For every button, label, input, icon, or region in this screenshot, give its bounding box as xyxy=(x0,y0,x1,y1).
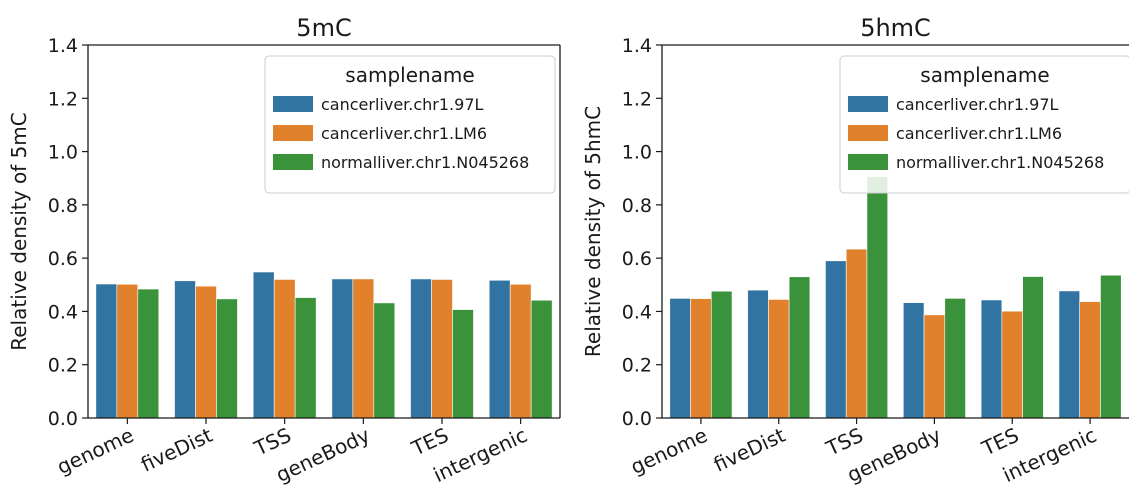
legend-entry: normalliver.chr1.N045268 xyxy=(896,153,1104,172)
bar-intergenic-s1 xyxy=(488,279,511,419)
bar-genome-s2 xyxy=(116,283,139,419)
legend-entry: cancerliver.chr1.LM6 xyxy=(321,124,487,143)
legend-swatch-3 xyxy=(273,154,313,170)
legend-entry: cancerliver.chr1.97L xyxy=(896,95,1059,114)
bar-fiveDist-s2 xyxy=(768,299,790,419)
y-tick-label: 1.2 xyxy=(48,88,78,110)
bar-TES-s3 xyxy=(452,309,474,419)
bar-fiveDist-s3 xyxy=(216,298,238,419)
bar-TES-s3 xyxy=(1022,276,1044,419)
legend-box xyxy=(264,55,556,194)
legend-entry: cancerliver.chr1.97L xyxy=(321,95,484,114)
x-tick-label: TSS xyxy=(250,423,295,461)
bar-fiveDist-s1 xyxy=(747,289,769,419)
y-tick-label: 0.2 xyxy=(622,355,652,377)
y-axis-label: Relative density of 5mC xyxy=(7,112,31,351)
bar-TES-s1 xyxy=(980,299,1003,419)
legend-entry: cancerliver.chr1.LM6 xyxy=(896,124,1062,143)
x-tick-label: fiveDist xyxy=(137,423,216,477)
bar-TSS-s3 xyxy=(294,297,317,419)
bar-intergenic-s3 xyxy=(1100,274,1122,419)
bar-intergenic-s2 xyxy=(509,283,532,419)
bar-intergenic-s1 xyxy=(1058,290,1081,419)
bar-geneBody-s3 xyxy=(944,298,966,419)
y-tick-label: 0.8 xyxy=(622,195,652,217)
bar-fiveDist-s2 xyxy=(195,285,217,419)
y-tick-label: 0.4 xyxy=(622,301,652,323)
legend-box xyxy=(839,55,1129,194)
x-tick-label: fiveDist xyxy=(710,423,789,477)
y-tick-label: 1.0 xyxy=(48,142,78,164)
legend-title: samplename xyxy=(920,63,1049,87)
bar-intergenic-s3 xyxy=(530,299,553,419)
x-tick-label: TES xyxy=(977,423,1022,461)
bar-geneBody-s1 xyxy=(902,302,925,419)
y-tick-label: 0.8 xyxy=(48,195,78,217)
y-tick-label: 0.6 xyxy=(622,248,652,270)
legend: samplename cancerliver.chr1.97L cancerlive… xyxy=(839,55,1129,194)
bar-TES-s2 xyxy=(431,279,453,419)
chart-title: 5mC xyxy=(296,14,351,42)
y-tick-label: 1.0 xyxy=(622,142,652,164)
legend-swatch-2 xyxy=(273,125,313,141)
y-tick-label: 0.6 xyxy=(48,248,78,270)
x-tick-label: genome xyxy=(627,423,711,479)
chart-panel-2: 5hmC Relative density of 5hmC 0.0 0.2 0.4 0.6… xyxy=(581,14,1129,487)
x-tick-label: TSS xyxy=(822,423,867,461)
y-tick-label: 1.4 xyxy=(622,35,652,57)
y-tick-label: 0.4 xyxy=(48,301,78,323)
bar-intergenic-s2 xyxy=(1079,301,1101,419)
bar-genome-s3 xyxy=(137,288,160,419)
y-tick-label: 0.0 xyxy=(48,408,78,430)
bar-TSS-s2 xyxy=(845,248,868,419)
x-tick-label: TES xyxy=(407,423,452,461)
bar-TSS-s1 xyxy=(252,271,275,419)
bar-genome-s1 xyxy=(95,283,118,419)
y-tick-label: 0.0 xyxy=(622,408,652,430)
bar-TSS-s3 xyxy=(866,176,889,419)
bar-TSS-s2 xyxy=(273,279,296,419)
bar-genome-s2 xyxy=(690,298,712,419)
legend-swatch-1 xyxy=(273,96,313,112)
bar-TES-s1 xyxy=(410,278,432,419)
bar-geneBody-s3 xyxy=(373,302,396,419)
bar-genome-s3 xyxy=(710,290,733,419)
y-tick-label: 1.4 xyxy=(48,35,78,57)
bar-genome-s1 xyxy=(669,298,691,419)
y-tick-label: 1.2 xyxy=(622,88,652,110)
bar-TSS-s1 xyxy=(825,260,847,419)
y-axis-label: Relative density of 5hmC xyxy=(581,106,605,357)
bar-TES-s2 xyxy=(1001,310,1023,419)
bar-fiveDist-s3 xyxy=(788,276,811,419)
chart-title: 5hmC xyxy=(860,14,931,42)
bar-geneBody-s2 xyxy=(923,314,946,419)
bar-fiveDist-s1 xyxy=(174,280,196,419)
bar-geneBody-s1 xyxy=(331,278,354,419)
legend-entry: normalliver.chr1.N045268 xyxy=(321,153,529,172)
x-tick-label: genome xyxy=(53,423,137,479)
bar-geneBody-s2 xyxy=(352,278,375,419)
legend-title: samplename xyxy=(345,63,474,87)
legend-swatch-2 xyxy=(848,125,888,141)
legend-swatch-1 xyxy=(848,96,888,112)
chart-panel-1: 5mC Relative density of 5mC 0.0 0.2 0.4 0.6 0.… xyxy=(7,14,561,487)
y-tick-label: 0.2 xyxy=(48,355,78,377)
legend-swatch-3 xyxy=(848,154,888,170)
legend: samplename cancerliver.chr1.97L cancerlive… xyxy=(264,55,556,194)
